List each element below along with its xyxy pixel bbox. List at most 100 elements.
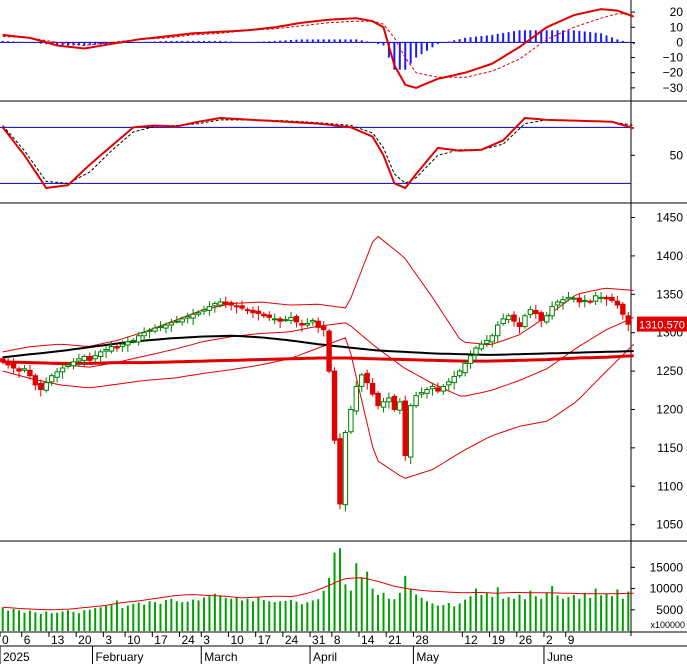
candle-body (282, 319, 289, 322)
candle-body (70, 361, 77, 367)
candle-body (38, 382, 44, 391)
candle-body (54, 371, 60, 378)
last-price-marker (637, 316, 687, 332)
candle-body (108, 346, 115, 352)
candle-body (21, 368, 28, 371)
volume-y-tick-label: 10000 (650, 582, 684, 596)
last-price-label: 1310.570 (639, 320, 685, 332)
candle-body (603, 296, 610, 300)
candle-body (76, 358, 82, 362)
bollinger-upper-line (2, 235, 634, 353)
candle-body (495, 324, 501, 337)
candle-body (130, 339, 136, 342)
macd-y-tick-label: 0 (676, 35, 683, 49)
macd-line (2, 8, 635, 89)
candle-body (27, 369, 33, 377)
candle-body (168, 322, 175, 326)
price-y-tick-label: 1350 (656, 287, 683, 301)
candle-body (92, 355, 98, 360)
x-month-label: March (204, 650, 237, 664)
candle-body (625, 315, 631, 325)
x-day-label: 3 (105, 633, 112, 647)
candle-body (533, 309, 539, 314)
candle-body (342, 432, 349, 506)
candle-body (505, 315, 512, 321)
candle-body (538, 312, 544, 321)
price-y-tick-label: 1150 (657, 441, 683, 455)
candle-body (315, 320, 321, 328)
candle-body (125, 341, 131, 346)
macd-signal-line (2, 13, 634, 78)
candle-body (571, 297, 577, 300)
candle-body (146, 329, 153, 332)
candle-body (179, 318, 185, 323)
candle-body (331, 370, 338, 441)
price-y-tick-label: 1100 (657, 479, 683, 493)
x-month-label: April (313, 650, 337, 664)
candle-body (435, 387, 441, 392)
candle-body (560, 299, 566, 304)
candle-body (456, 370, 463, 377)
x-day-label: 28 (415, 633, 429, 647)
candle-body (614, 300, 621, 306)
candle-body (484, 339, 490, 344)
price-y-tick-label: 1400 (656, 249, 683, 263)
x-day-label: 24 (285, 633, 299, 647)
candle-body (467, 355, 474, 364)
x-day-label: 26 (519, 633, 533, 647)
x-day-label: 2 (546, 633, 553, 647)
price-y-tick-label: 1450 (656, 211, 683, 225)
candle-body (337, 438, 343, 505)
candle-body (48, 375, 55, 383)
candle-body (478, 343, 485, 350)
macd-y-tick-label: 10 (670, 20, 684, 34)
candle-body (549, 306, 555, 317)
candle-body (397, 401, 403, 411)
x-day-label: 21 (388, 633, 402, 647)
candle-body (451, 375, 457, 384)
candle-body (244, 309, 251, 312)
x-month-label: May (416, 650, 439, 664)
candle-body (353, 385, 359, 412)
candle-body (103, 349, 109, 352)
price-y-tick-label: 1250 (656, 364, 683, 378)
candle-body (223, 301, 229, 305)
candle-body (380, 401, 387, 408)
candle-body (592, 295, 599, 302)
stochastic-k-line (1, 116, 635, 190)
x-day-label: 13 (51, 633, 65, 647)
x-day-label: 17 (154, 633, 168, 647)
candle-body (554, 301, 561, 306)
moving-average-mid-line (2, 334, 634, 359)
candle-body (326, 330, 332, 372)
candle-body (299, 322, 305, 326)
candle-body (473, 347, 479, 355)
candle-body (446, 381, 452, 386)
volume-average-line (2, 577, 634, 611)
candle-body (527, 309, 534, 315)
candle-body (212, 303, 218, 307)
candle-body (174, 320, 180, 323)
x-day-label: 10 (127, 633, 141, 647)
macd-y-tick-label: −30 (663, 81, 684, 95)
candle-body (369, 382, 376, 395)
candle-body (598, 296, 604, 299)
candle-body (239, 305, 245, 309)
candle-body (10, 362, 17, 369)
candle-body (576, 297, 583, 303)
volume-y-tick-label: 5000 (656, 603, 683, 617)
x-day-label: 9 (568, 633, 575, 647)
candle-body (0, 358, 6, 363)
candle-body (97, 351, 104, 357)
stochastic-y-tick-label: 50 (670, 148, 684, 162)
price-y-tick-label: 1050 (656, 518, 683, 532)
candle-body (293, 316, 300, 323)
x-month-label: June (547, 650, 573, 664)
candle-body (500, 318, 506, 324)
candle-body (609, 296, 615, 301)
candle-body (250, 309, 256, 314)
candle-body (152, 327, 158, 332)
candle-body (32, 375, 39, 386)
candle-body (206, 306, 213, 311)
candle-body (233, 305, 240, 308)
